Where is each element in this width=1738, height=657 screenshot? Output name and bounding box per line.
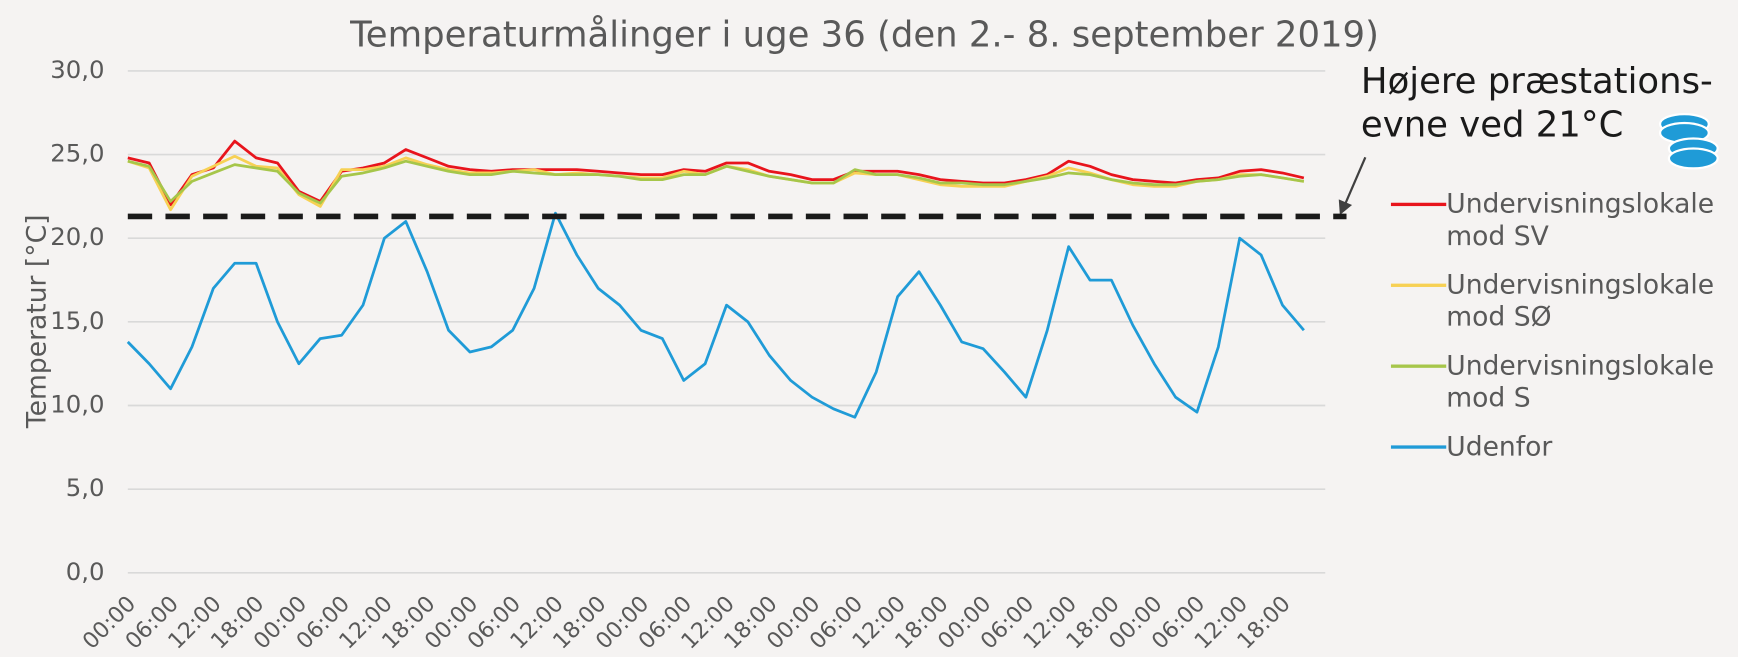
legend-entry: Undervisningslokale mod SØ	[1390, 269, 1734, 333]
chart-title: Temperaturmålinger i uge 36 (den 2.- 8. …	[349, 15, 1379, 56]
legend-label: Udenfor	[1446, 430, 1553, 463]
legend-swatch	[1390, 202, 1447, 206]
annotation: evne ved 21°C	[1361, 104, 1623, 145]
y-tick-label: 0,0	[66, 557, 105, 586]
y-tick-label: 5,0	[66, 473, 105, 502]
legend-entry: Udenfor	[1390, 430, 1734, 463]
legend-label: Undervisningslokale mod SV	[1446, 188, 1715, 252]
plot-area: 0,05,010,015,020,025,030,000:0006:0012:0…	[50, 55, 1347, 654]
legend-label: Undervisningslokale mod S	[1446, 350, 1715, 414]
legend-entry: Undervisningslokale mod SV	[1390, 188, 1734, 252]
legend-entry: Undervisningslokale mod S	[1390, 350, 1734, 414]
arrow-head	[1338, 199, 1353, 215]
series-line	[126, 211, 1305, 419]
y-tick-label: 20,0	[50, 222, 104, 251]
legend: Undervisningslokale mod SV Undervisningsl…	[1390, 188, 1734, 463]
legend-label: Undervisningslokale mod SØ	[1446, 269, 1715, 333]
y-tick-label: 15,0	[50, 306, 104, 335]
annotation: Højere præstations-	[1361, 61, 1713, 102]
series-line	[127, 159, 1305, 205]
annotation-arrow	[1343, 156, 1367, 207]
y-tick-label: 10,0	[50, 390, 104, 419]
legend-swatch	[1390, 364, 1447, 368]
legend-swatch	[1390, 445, 1447, 449]
y-tick-label: 30,0	[50, 55, 104, 84]
coins-icon	[1658, 113, 1719, 170]
y-tick-label: 25,0	[50, 139, 104, 168]
legend-box: Undervisningslokale mod SV Undervisningsl…	[1390, 188, 1734, 463]
legend-swatch	[1390, 283, 1447, 287]
y-axis-label: Temperatur [°C]	[22, 214, 53, 429]
